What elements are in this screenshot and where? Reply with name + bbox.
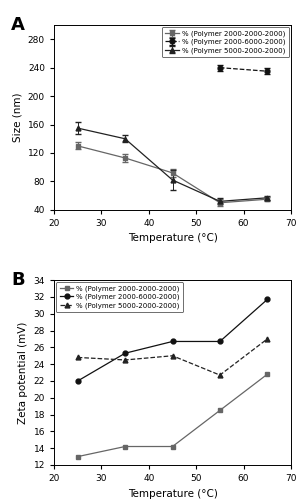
Legend: % (Polymer 2000-2000-2000), % (Polymer 2000-6000-2000), % (Polymer 5000-2000-200: % (Polymer 2000-2000-2000), % (Polymer 2… xyxy=(56,282,183,312)
Line: % (Polymer 5000-2000-2000): % (Polymer 5000-2000-2000) xyxy=(75,336,270,378)
% (Polymer 2000-6000-2000) xyxy=(123,350,127,356)
% (Polymer 2000-2000-2000) xyxy=(123,444,127,450)
X-axis label: Temperature (°C): Temperature (°C) xyxy=(128,488,218,498)
% (Polymer 5000-2000-2000) xyxy=(171,353,174,359)
Text: B: B xyxy=(11,271,25,289)
X-axis label: Temperature (°C): Temperature (°C) xyxy=(128,234,218,243)
% (Polymer 5000-2000-2000) xyxy=(218,372,222,378)
% (Polymer 2000-2000-2000) xyxy=(76,454,80,460)
Line: % (Polymer 2000-6000-2000): % (Polymer 2000-6000-2000) xyxy=(75,297,270,384)
Line: % (Polymer 2000-2000-2000): % (Polymer 2000-2000-2000) xyxy=(75,372,270,459)
% (Polymer 2000-2000-2000) xyxy=(266,371,269,377)
% (Polymer 5000-2000-2000) xyxy=(76,354,80,360)
% (Polymer 2000-6000-2000) xyxy=(218,338,222,344)
% (Polymer 2000-6000-2000) xyxy=(266,296,269,302)
Y-axis label: Size (nm): Size (nm) xyxy=(12,92,22,142)
% (Polymer 5000-2000-2000) xyxy=(266,336,269,342)
% (Polymer 2000-6000-2000) xyxy=(171,338,174,344)
% (Polymer 2000-6000-2000) xyxy=(76,378,80,384)
% (Polymer 5000-2000-2000) xyxy=(123,357,127,363)
% (Polymer 2000-2000-2000) xyxy=(171,444,174,450)
Y-axis label: Zeta potential (mV): Zeta potential (mV) xyxy=(18,322,28,424)
Legend: % (Polymer 2000-2000-2000), % (Polymer 2000-6000-2000), % (Polymer 5000-2000-200: % (Polymer 2000-2000-2000), % (Polymer 2… xyxy=(162,27,289,57)
% (Polymer 2000-2000-2000) xyxy=(218,408,222,414)
Text: A: A xyxy=(11,16,25,34)
